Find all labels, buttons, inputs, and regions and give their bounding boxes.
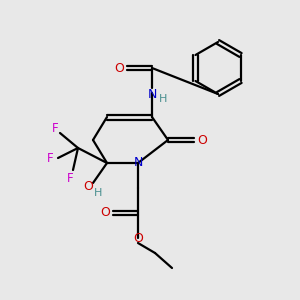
Text: N: N <box>133 157 143 169</box>
Text: O: O <box>133 232 143 245</box>
Text: H: H <box>94 188 102 198</box>
Text: N: N <box>147 88 157 100</box>
Text: O: O <box>100 206 110 220</box>
Text: O: O <box>114 61 124 74</box>
Text: O: O <box>197 134 207 146</box>
Text: H: H <box>159 94 167 104</box>
Text: F: F <box>47 152 53 164</box>
Text: F: F <box>67 172 73 184</box>
Text: O: O <box>83 179 93 193</box>
Text: F: F <box>52 122 58 136</box>
